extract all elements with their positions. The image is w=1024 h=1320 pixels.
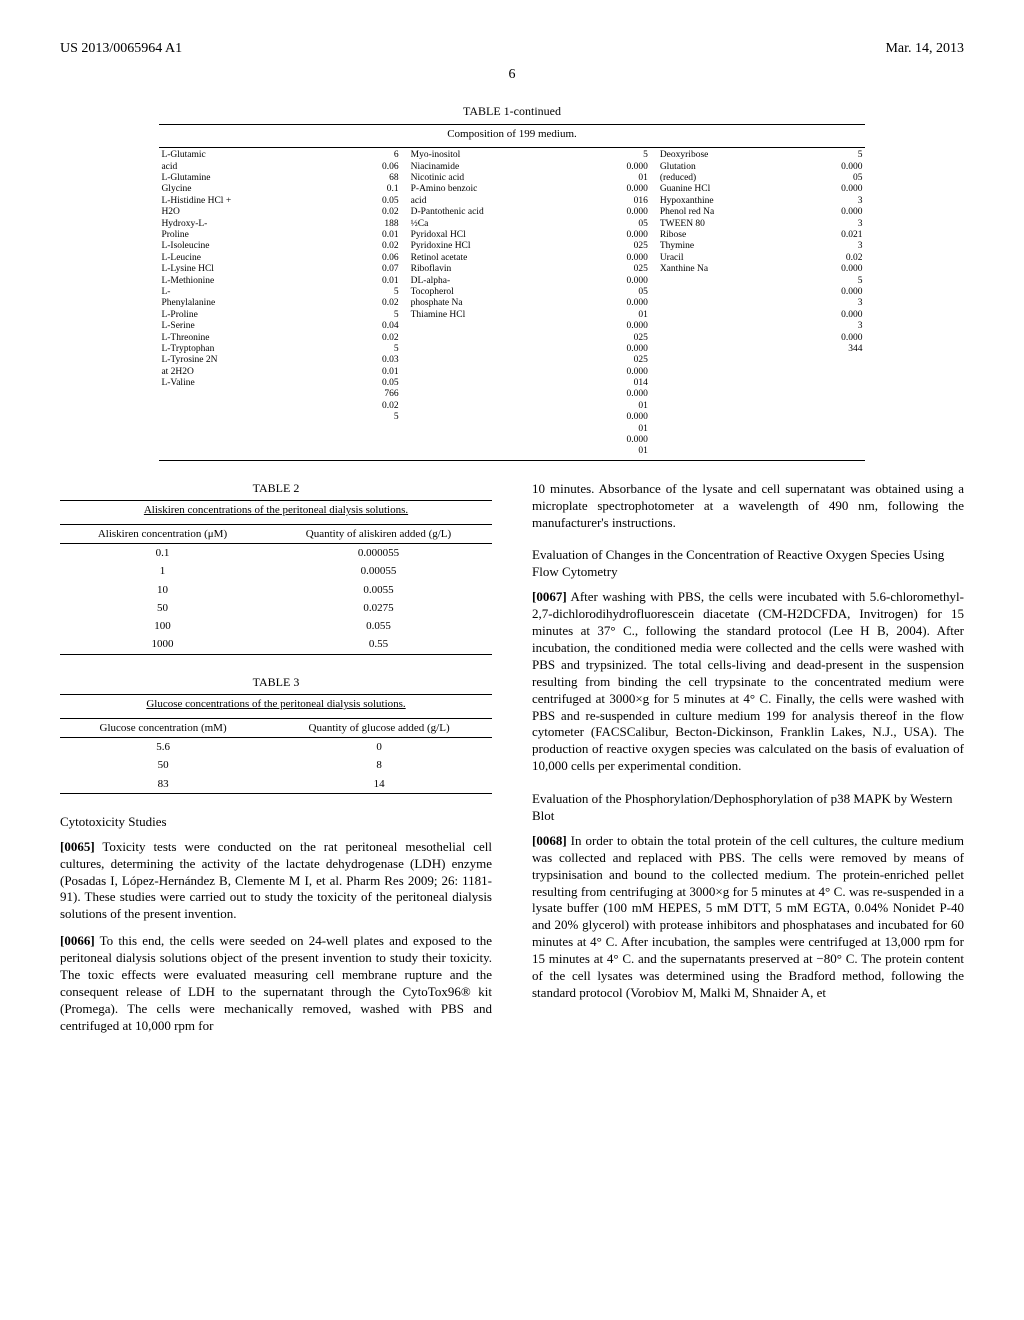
header-left: US 2013/0065964 A1 [60, 40, 182, 58]
ros-title: Evaluation of Changes in the Concentrati… [532, 547, 964, 581]
page-number: 6 [60, 66, 964, 84]
table-cell: 0 [266, 737, 492, 756]
table-cell: 100 [60, 617, 265, 635]
para-0066: [0066] To this end, the cells were seede… [60, 933, 492, 1034]
table-cell: 10 [60, 581, 265, 599]
para-0066-num: [0066] [60, 933, 95, 948]
para-0068: [0068] In order to obtain the total prot… [532, 833, 964, 1002]
table-cell: 0.55 [265, 635, 492, 654]
para-0067-num: [0067] [532, 589, 567, 604]
table3-caption: Glucose concentrations of the peritoneal… [60, 697, 492, 711]
table-cell: 50 [60, 599, 265, 617]
table-cell: 5.6 [60, 737, 266, 756]
table-cell: 0.0055 [265, 581, 492, 599]
table-cell: 14 [266, 775, 492, 794]
table1-title: TABLE 1-continued [159, 104, 864, 120]
table1: TABLE 1-continued Composition of 199 med… [159, 104, 864, 460]
header-right: Mar. 14, 2013 [885, 40, 964, 58]
table-cell: 0.1 [60, 544, 265, 563]
table3-col1: Quantity of glucose added (g/L) [266, 718, 492, 737]
table-cell: 1 [60, 562, 265, 580]
table-cell: 8 [266, 756, 492, 774]
para-0065-text: Toxicity tests were conducted on the rat… [60, 839, 492, 922]
table-cell: 0.0275 [265, 599, 492, 617]
table3-title: TABLE 3 [60, 675, 492, 691]
table-cell: 1000 [60, 635, 265, 654]
table2-title: TABLE 2 [60, 481, 492, 497]
table-cell: 0.000055 [265, 544, 492, 563]
para-0067-text: After washing with PBS, the cells were i… [532, 589, 964, 773]
table2: TABLE 2 Aliskiren concentrations of the … [60, 481, 492, 655]
para-0068-num: [0068] [532, 833, 567, 848]
para-0067: [0067] After washing with PBS, the cells… [532, 589, 964, 775]
p38-title: Evaluation of the Phosphorylation/Dephos… [532, 791, 964, 825]
para-0065-num: [0065] [60, 839, 95, 854]
table-cell: 83 [60, 775, 266, 794]
para-right-top: 10 minutes. Absorbance of the lysate and… [532, 481, 964, 532]
para-0065: [0065] Toxicity tests were conducted on … [60, 839, 492, 923]
table3: TABLE 3 Glucose concentrations of the pe… [60, 675, 492, 794]
para-0066-text: To this end, the cells were seeded on 24… [60, 933, 492, 1032]
table-cell: 0.00055 [265, 562, 492, 580]
table-cell: 50 [60, 756, 266, 774]
table2-caption: Aliskiren concentrations of the peritone… [60, 503, 492, 517]
table3-col0: Glucose concentration (mM) [60, 718, 266, 737]
table2-col0: Aliskiren concentration (μM) [60, 524, 265, 543]
table2-col1: Quantity of aliskiren added (g/L) [265, 524, 492, 543]
table1-caption: Composition of 199 medium. [159, 127, 864, 141]
table-cell: 0.055 [265, 617, 492, 635]
cytotoxicity-title: Cytotoxicity Studies [60, 814, 492, 831]
para-0068-text: In order to obtain the total protein of … [532, 833, 964, 1000]
